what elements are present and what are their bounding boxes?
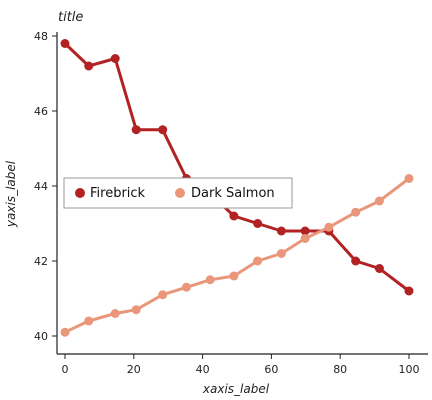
- y-tick-label: 40: [34, 330, 48, 343]
- data-point-firebrick: [60, 39, 70, 48]
- x-tick-label: 40: [196, 363, 210, 376]
- data-point-firebrick: [84, 61, 94, 71]
- data-point-dark-salmon: [60, 327, 70, 337]
- legend: Firebrick Dark Salmon: [63, 177, 293, 209]
- legend-label-dark-salmon: Dark Salmon: [191, 186, 275, 201]
- data-point-firebrick: [229, 211, 239, 221]
- data-point-dark-salmon: [253, 256, 263, 266]
- y-tick-label: 48: [34, 30, 48, 43]
- data-point-dark-salmon: [205, 275, 215, 285]
- data-point-firebrick: [351, 256, 361, 266]
- data-point-firebrick: [404, 286, 414, 296]
- data-point-firebrick: [276, 226, 286, 236]
- legend-marker-firebrick: [75, 188, 85, 198]
- x-tick-label: 100: [399, 363, 420, 376]
- x-tick-label: 60: [264, 363, 278, 376]
- chart-title: title: [58, 10, 83, 25]
- data-point-dark-salmon: [300, 234, 310, 243]
- data-point-dark-salmon: [131, 305, 141, 315]
- data-point-firebrick: [253, 219, 263, 228]
- data-point-dark-salmon: [324, 222, 334, 232]
- data-point-dark-salmon: [158, 290, 168, 300]
- y-tick-label: 44: [34, 180, 48, 193]
- data-point-firebrick: [158, 125, 168, 135]
- legend-label-firebrick: Firebrick: [90, 186, 146, 201]
- x-tick-label: 20: [127, 363, 141, 376]
- y-tick-label: 46: [34, 105, 48, 118]
- y-axis-ticks: 40 42 44 46 48: [34, 30, 57, 343]
- data-point-firebrick: [131, 125, 141, 135]
- x-axis-title: xaxis_label: [202, 382, 270, 396]
- x-tick-label: 0: [62, 363, 69, 376]
- data-point-dark-salmon: [374, 196, 384, 206]
- legend-marker-dark-salmon: [175, 188, 185, 198]
- data-point-dark-salmon: [276, 249, 286, 258]
- series-line-firebrick: [63, 42, 410, 293]
- data-point-firebrick: [374, 264, 384, 273]
- data-point-dark-salmon: [84, 316, 94, 326]
- y-tick-label: 42: [34, 255, 48, 268]
- data-point-dark-salmon: [110, 309, 120, 318]
- x-axis-ticks: 0 20 40 60 80 100: [62, 354, 420, 376]
- data-point-dark-salmon: [351, 207, 361, 217]
- series-layer: [60, 39, 414, 337]
- x-tick-label: 80: [333, 363, 347, 376]
- data-point-firebrick: [300, 226, 310, 236]
- series-firebrick: [60, 39, 414, 296]
- data-point-dark-salmon: [404, 174, 414, 183]
- data-point-dark-salmon: [181, 282, 191, 292]
- series-dark-salmon: [60, 174, 414, 337]
- data-point-dark-salmon: [229, 271, 239, 281]
- data-point-firebrick: [110, 54, 120, 63]
- y-axis-title: yaxis_label: [4, 160, 18, 228]
